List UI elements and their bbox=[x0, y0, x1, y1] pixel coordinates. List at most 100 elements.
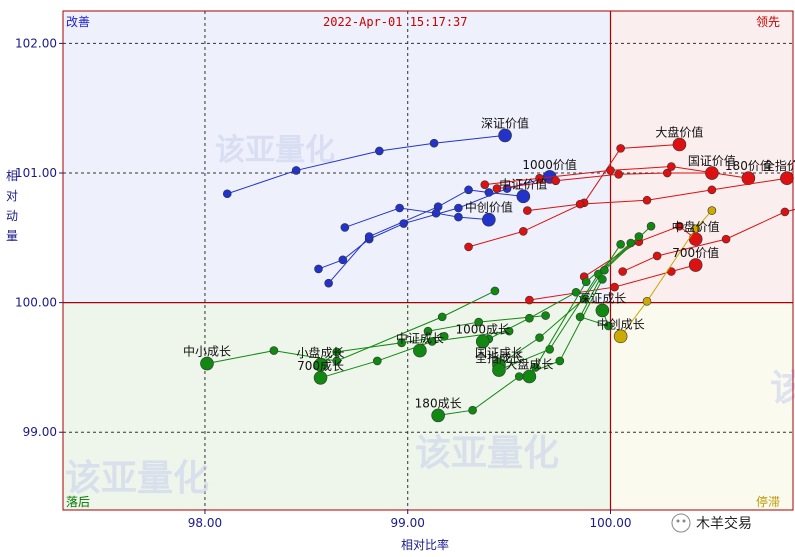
quadrant-label-leading: 领先 bbox=[756, 15, 780, 29]
series-label: 全指价值 bbox=[763, 158, 795, 173]
trail-point bbox=[545, 344, 554, 354]
trail-point bbox=[616, 239, 625, 249]
trail-point bbox=[646, 221, 656, 231]
trail-head-point bbox=[492, 363, 506, 377]
watermark: 该亚量化 bbox=[65, 458, 209, 499]
trail-point bbox=[707, 185, 717, 195]
trail-line bbox=[320, 335, 445, 366]
trail-point bbox=[375, 146, 384, 156]
watermark-layer: 该亚量化该亚量化该亚量化该亚量化 bbox=[65, 133, 795, 499]
series-label: 1000价值 bbox=[522, 157, 577, 172]
series-中盘价值 bbox=[579, 221, 703, 282]
trail-point bbox=[291, 166, 301, 175]
quadrant-leading bbox=[610, 11, 793, 303]
series-label: 大盘价值 bbox=[655, 124, 703, 139]
corner-logo: 木羊交易 bbox=[671, 513, 752, 533]
chart-timestamp: 2022-Apr-01 15:17:37 bbox=[323, 15, 468, 29]
trail-point bbox=[437, 312, 447, 322]
trail-head-point bbox=[613, 329, 628, 344]
trail-point bbox=[523, 206, 532, 215]
trail-point bbox=[541, 311, 550, 320]
series-label: 小盘成长 bbox=[297, 345, 345, 360]
trail-point bbox=[338, 255, 348, 265]
x-tick-label: 98.00 bbox=[188, 516, 222, 530]
trail-point bbox=[535, 173, 544, 183]
trail-head-point bbox=[498, 128, 512, 143]
trail-point bbox=[652, 251, 662, 261]
y-tick-label: 101.00 bbox=[15, 166, 57, 180]
trail-line bbox=[419, 315, 546, 351]
series-中小成长 bbox=[200, 286, 500, 371]
series-label: 700价值 bbox=[672, 245, 719, 260]
trail-point bbox=[397, 338, 406, 348]
trail-point bbox=[429, 138, 439, 148]
series-180成长 bbox=[431, 274, 607, 423]
series-label: 180价值 bbox=[725, 158, 772, 173]
y-tick-label: 99.00 bbox=[23, 425, 57, 439]
series-中证成长 bbox=[413, 311, 550, 358]
axes: 99.00 100.00 101.00 102.00 98.00 99.00 100.00 1… bbox=[6, 10, 794, 530]
x-axis-title: 相对比率 bbox=[401, 537, 449, 552]
trail-point bbox=[581, 277, 591, 287]
x-tick-label: 99.00 bbox=[391, 516, 425, 530]
logo-icon-eye bbox=[676, 519, 680, 523]
quadrant-weakening bbox=[610, 302, 793, 510]
trail-point bbox=[340, 223, 350, 232]
trail-head-point bbox=[482, 212, 496, 227]
trail-head-point bbox=[431, 408, 445, 423]
trail-point bbox=[314, 264, 323, 274]
quadrant-lagging bbox=[63, 302, 611, 510]
logo-text: 木羊交易 bbox=[696, 515, 752, 532]
trail-head-point bbox=[688, 258, 703, 272]
trail-point bbox=[324, 278, 333, 288]
series-700成长 bbox=[313, 326, 514, 385]
series-中创成长 bbox=[613, 206, 717, 344]
trail-point bbox=[431, 208, 441, 218]
series-全指价值 bbox=[523, 171, 794, 215]
series-深证成长 bbox=[575, 221, 656, 331]
trail-line bbox=[498, 236, 640, 371]
series-小盘成长 bbox=[313, 332, 449, 372]
trail-point bbox=[634, 232, 644, 241]
quadrant-backgrounds bbox=[63, 11, 793, 510]
quadrant-label-lagging: 落后 bbox=[66, 495, 90, 509]
trail-point bbox=[423, 326, 433, 336]
series-国证价值 bbox=[492, 166, 719, 193]
series-label: 大盘成长 bbox=[505, 357, 553, 372]
trail-point bbox=[490, 286, 500, 296]
trail-point bbox=[551, 176, 561, 186]
trail-line bbox=[620, 210, 713, 337]
trail-point bbox=[618, 267, 627, 276]
trail-point bbox=[474, 317, 483, 327]
series-label: 180成长 bbox=[415, 396, 462, 410]
trail-point bbox=[464, 185, 473, 195]
watermark: 该亚量化 bbox=[415, 433, 559, 474]
trail-point bbox=[626, 238, 636, 248]
trail-point bbox=[707, 206, 717, 215]
trail-point bbox=[332, 356, 342, 366]
trail-point bbox=[642, 195, 652, 205]
series-label: 中盘价值 bbox=[672, 219, 720, 234]
trail-head-point bbox=[516, 189, 531, 204]
series-中创价值 bbox=[340, 203, 496, 232]
series-labels: 深证价值1000价值中证价值中创价值大盘价值国证价值180价值全指价值小盘价值中… bbox=[183, 115, 795, 410]
trail-head-point bbox=[313, 370, 328, 385]
trail-point bbox=[667, 162, 676, 171]
trail-point bbox=[535, 333, 544, 342]
quadrant-label-weakening: 停滞 bbox=[756, 494, 780, 509]
y-tick-label: 100.00 bbox=[15, 296, 57, 310]
trail-head-point bbox=[200, 356, 214, 371]
y-axis-title: 相对动量 bbox=[6, 169, 18, 243]
trail-point bbox=[514, 372, 524, 381]
series-label: 国证成长 bbox=[475, 346, 523, 360]
series-label: 深证价值 bbox=[481, 115, 529, 130]
trail-line bbox=[320, 330, 510, 379]
x-tick-label: 100.00 bbox=[590, 516, 632, 530]
trail-point bbox=[616, 144, 625, 153]
trail-point bbox=[721, 234, 731, 244]
trail-point bbox=[519, 227, 528, 236]
trail-point bbox=[525, 295, 534, 305]
trail-point bbox=[332, 347, 342, 357]
trail-head-point bbox=[475, 334, 490, 349]
